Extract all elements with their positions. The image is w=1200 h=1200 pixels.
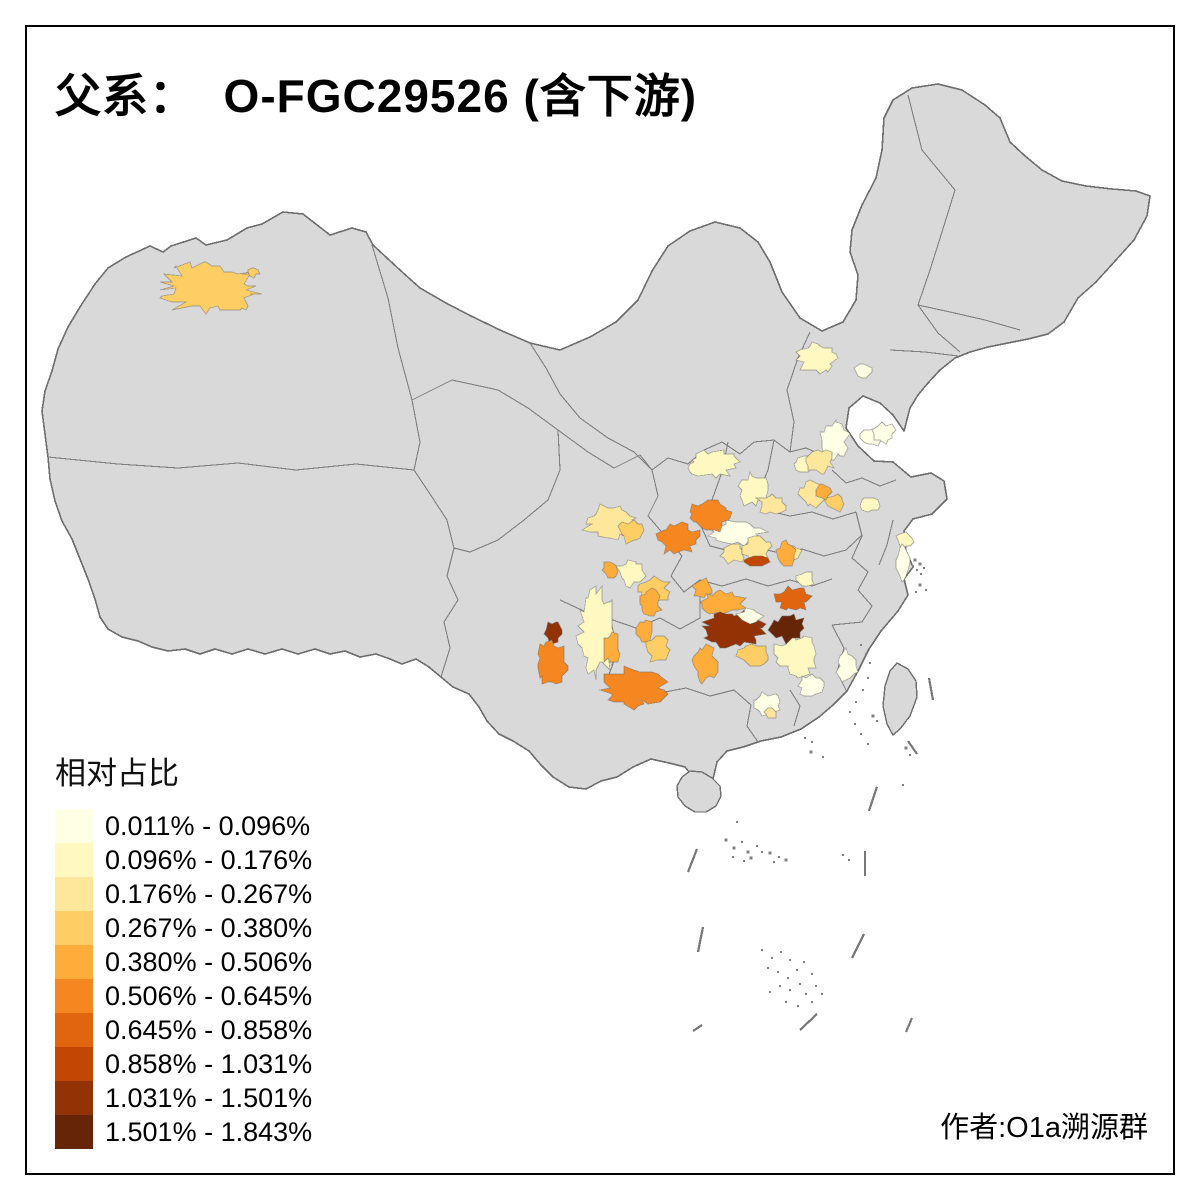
prefecture-region-class-5: [601, 561, 619, 579]
prefecture-region-class-2: [615, 559, 647, 589]
legend-label: 0.267% - 0.380%: [105, 912, 313, 943]
prefecture-region-class-2: [795, 571, 815, 587]
legend-label: 0.011% - 0.096%: [105, 810, 311, 841]
prefecture-region-class-8: [743, 555, 771, 567]
mainland-china-shape: [41, 83, 1151, 800]
islands-and-dash-line: [676, 558, 935, 1033]
legend-swatch: [55, 809, 93, 843]
prefecture-region-class-2: [795, 341, 839, 375]
prefecture-region-class-6: [537, 639, 569, 685]
prefecture-region-class-3: [754, 493, 787, 515]
prefecture-region-class-5: [603, 631, 621, 663]
prefecture-region-class-3: [763, 707, 777, 719]
prefecture-region-class-1: [853, 363, 873, 379]
prefecture-region-class-4: [645, 635, 671, 663]
legend-label: 1.031% - 1.501%: [105, 1082, 313, 1113]
prefecture-region-class-5: [691, 643, 719, 685]
legend-swatch: [55, 1013, 93, 1047]
prefecture-region-class-1: [835, 647, 859, 683]
legend-row: 0.011% - 0.096%: [55, 809, 312, 843]
prefecture-region-class-6: [655, 521, 701, 555]
legend-row: 1.031% - 1.501%: [55, 1081, 312, 1115]
legend-swatch: [55, 1081, 93, 1115]
prefecture-region-class-2: [773, 635, 817, 679]
prefecture-region-class-5: [639, 587, 663, 617]
legend-swatch: [55, 877, 93, 911]
prefecture-region-class-1: [735, 607, 765, 625]
prefecture-region-class-2: [687, 449, 741, 479]
prefecture-region-class-9: [543, 621, 563, 647]
prefecture-region-class-4: [617, 519, 645, 545]
prefecture-region-class-4: [735, 643, 769, 667]
prefecture-region-class-5: [815, 483, 833, 501]
prefecture-region-class-5: [775, 539, 797, 567]
hainan-island: [676, 770, 722, 813]
prefecture-region-class-1: [871, 421, 897, 445]
legend-swatch: [55, 979, 93, 1013]
legend-row: 0.380% - 0.506%: [55, 945, 312, 979]
prefecture-region-class-10: [767, 613, 805, 645]
prefecture-region-class-7: [773, 585, 813, 611]
prefecture-region-class-2: [895, 531, 915, 549]
prefecture-region-class-3: [719, 543, 745, 565]
prefecture-region-class-5: [699, 589, 747, 615]
legend-swatch: [55, 911, 93, 945]
prefecture-region-class-6: [598, 665, 669, 711]
legend-label: 0.645% - 0.858%: [105, 1014, 313, 1045]
legend-rows: 0.011% - 0.096% 0.096% - 0.176% 0.176% - 0…: [55, 809, 312, 1149]
legend-title: 相对占比: [55, 756, 179, 791]
legend-row: 1.501% - 1.843%: [55, 1115, 312, 1149]
prefecture-region-class-3: [805, 449, 835, 475]
prefecture-region-class-4: [247, 267, 261, 279]
legend-swatch: [55, 945, 93, 979]
legend-row: 0.858% - 1.031%: [55, 1047, 312, 1081]
legend-swatch: [55, 1115, 93, 1149]
legend-row: 0.645% - 0.858%: [55, 1013, 312, 1047]
taiwan-island: [882, 662, 918, 737]
legend-label: 0.506% - 0.645%: [105, 980, 313, 1011]
author-credit: 作者:O1a溯源群: [940, 1112, 1148, 1144]
legend-row: 0.176% - 0.267%: [55, 877, 312, 911]
legend-label: 1.501% - 1.843%: [105, 1116, 313, 1147]
legend-row: 0.267% - 0.380%: [55, 911, 312, 945]
prefecture-region-class-4: [823, 493, 845, 513]
legend-swatch: [55, 843, 93, 877]
legend-label: 0.176% - 0.267%: [105, 878, 313, 909]
legend-row: 0.506% - 0.645%: [55, 979, 312, 1013]
legend-label: 0.096% - 0.176%: [105, 844, 313, 875]
prefecture-region-class-1: [895, 543, 911, 583]
legend-label: 0.858% - 1.031%: [105, 1048, 313, 1079]
legend-swatch: [55, 1047, 93, 1081]
prefecture-region-class-4: [159, 261, 263, 315]
prefecture-region-class-6: [689, 499, 733, 533]
prefecture-region-class-2: [737, 470, 769, 507]
prefecture-region-class-1: [797, 673, 825, 697]
prefecture-region-class-2: [859, 497, 881, 513]
page-title: 父系： O-FGC29526 (含下游): [55, 70, 698, 122]
legend-row: 0.096% - 0.176%: [55, 843, 312, 877]
legend-label: 0.380% - 0.506%: [105, 946, 313, 977]
map-legend: 相对占比 0.011% - 0.096% 0.096% - 0.176% 0.176…: [55, 748, 312, 1149]
prefecture-region-class-5: [691, 577, 713, 599]
colored-prefecture-regions: [159, 261, 915, 719]
